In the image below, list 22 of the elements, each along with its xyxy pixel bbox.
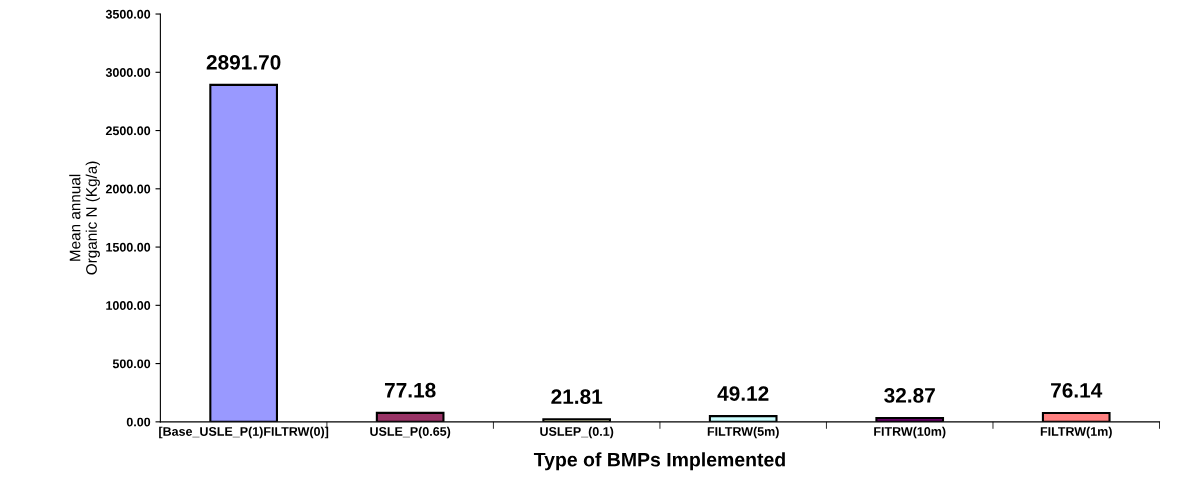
data-label: 32.87	[884, 388, 935, 403]
x-tick-label: FILTRW(5m)	[707, 426, 779, 439]
x-tick-label: [Base_USLE_P(1)FILTRW(0)]	[159, 426, 329, 439]
data-label: 2891.70	[206, 54, 281, 70]
x-tick-label: USLEP_(0.1)	[540, 426, 614, 439]
y-tick-label: 3000.00	[105, 68, 151, 77]
data-label: 76.14	[1051, 382, 1103, 398]
x-tick-label: USLE_P(0.65)	[370, 426, 451, 439]
y-tick-label: 0.00	[126, 417, 151, 427]
y-tick-label: 3500.00	[105, 9, 151, 19]
y-tick-label: 500.00	[112, 359, 151, 369]
y-tick-label: 2000.00	[105, 184, 151, 194]
y-tick-label: 1000.00	[106, 301, 151, 310]
y-axis-title: Mean annual Organic N (Kg/a)	[69, 161, 100, 275]
data-label: 21.81	[551, 389, 603, 405]
x-axis-title: Type of BMPs Implemented	[533, 452, 785, 471]
y-tick-label: 2500.00	[105, 126, 151, 136]
x-tick-label: FITRW(10m)	[874, 426, 946, 439]
data-label: 77.18	[384, 382, 436, 398]
x-tick-label: FILTRW(1m)	[1040, 426, 1112, 439]
y-tick-label: 1500.00	[106, 242, 151, 252]
data-label: 49.12	[717, 386, 769, 401]
